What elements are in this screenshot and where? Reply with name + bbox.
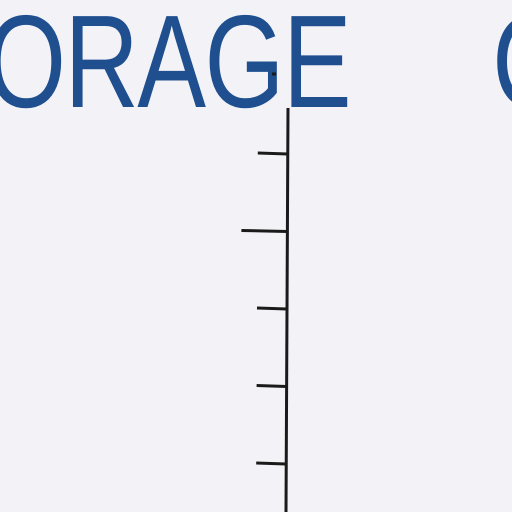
ruler-ticks bbox=[241, 151, 288, 466]
headline-right-fragment: C bbox=[492, 0, 512, 128]
ruler-main-line bbox=[284, 107, 290, 512]
ruler-tick-5 bbox=[256, 461, 287, 466]
headline-text: ORAGE bbox=[0, 0, 352, 135]
ruler-tick-2 bbox=[241, 229, 288, 233]
ruler-tick-4 bbox=[256, 384, 287, 388]
ruler-tick-3 bbox=[256, 306, 288, 311]
ruler-tick-1 bbox=[257, 151, 288, 156]
